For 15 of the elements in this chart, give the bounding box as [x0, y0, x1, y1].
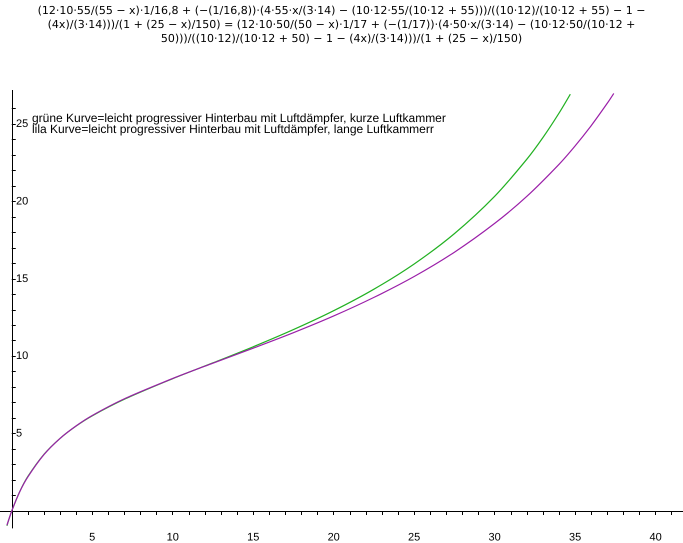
x-tick-label: 5	[89, 532, 96, 543]
y-tick-label: 5	[16, 428, 22, 440]
x-tick-label: 35	[569, 532, 582, 543]
y-tick-label: 15	[16, 272, 28, 285]
y-tick-label: 25	[16, 118, 28, 130]
x-tick-label: 20	[328, 532, 340, 543]
y-tick-label: 20	[16, 195, 28, 208]
x-tick-label: 25	[408, 532, 420, 543]
x-tick-label: 30	[488, 532, 501, 543]
chart-title: (12·10·55/(55 − x)·1/16,8 + (−(1/16,8))·(4·55·x/(3·14) − (10·12·55/(10·12 + 55)))/((10·12)/(10·12 + 55) − 1 − (4x)/(3·14)))/(1 + (25 − x)/150) = (12·10·50/(50 − x)·1/17 + (−(1/17))·(4·50·x/(3·14) − (10·12·50/(10·12 + 50)))/((10·12)/(10·12 + 50) − 1 − (4x)/(3·14)))/(1 + (25 − x)/150)	[36, 4, 646, 46]
x-tick-label: 40	[650, 532, 662, 543]
annotation: grüne Kurve=leicht progressiver Hinterbau mit Luftdämpfer, kurze Luftkammer	[32, 111, 446, 125]
y-tick-label: 10	[16, 350, 28, 362]
x-tick-label: 15	[247, 532, 260, 543]
x-tick-label: 10	[166, 532, 179, 543]
